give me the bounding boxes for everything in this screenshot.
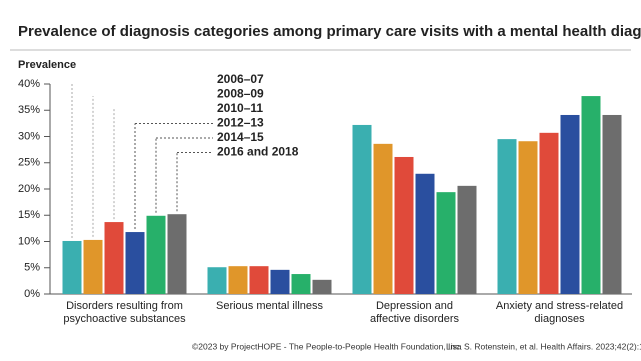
bar bbox=[125, 232, 145, 294]
bar bbox=[352, 124, 372, 294]
x-tick-label: affective disorders bbox=[370, 313, 460, 325]
bar bbox=[207, 267, 227, 294]
bar bbox=[373, 143, 393, 294]
chart-title: Prevalence of diagnosis categories among… bbox=[18, 23, 641, 40]
y-tick-label: 15% bbox=[18, 209, 40, 221]
bar bbox=[291, 274, 311, 294]
bar bbox=[146, 215, 166, 294]
x-tick-label: Depression and bbox=[376, 300, 453, 312]
bar bbox=[560, 114, 580, 294]
bar bbox=[312, 279, 332, 294]
y-tick-label: 20% bbox=[18, 183, 40, 195]
footnote: Lisa S. Rotenstein, et al. Health Affair… bbox=[446, 341, 641, 351]
bar bbox=[581, 96, 601, 294]
footnote: ©2023 by ProjectHOPE - The People-to-Peo… bbox=[192, 341, 462, 351]
bar bbox=[249, 266, 269, 294]
bar bbox=[518, 141, 538, 294]
bar bbox=[436, 192, 456, 294]
legend-label: 2008–09 bbox=[217, 87, 264, 101]
x-tick-label: Anxiety and stress-related bbox=[496, 300, 623, 312]
y-tick-label: 30% bbox=[18, 130, 40, 142]
bar bbox=[104, 222, 124, 294]
bar bbox=[83, 239, 103, 294]
bar bbox=[270, 269, 290, 294]
x-tick-label: psychoactive substances bbox=[63, 313, 186, 325]
bar bbox=[497, 139, 517, 294]
y-tick-label: 40% bbox=[18, 78, 40, 90]
legend-label: 2006–07 bbox=[217, 72, 264, 86]
bar bbox=[539, 132, 559, 294]
y-tick-label: 35% bbox=[18, 104, 40, 116]
bar bbox=[62, 240, 82, 294]
x-tick-label: Disorders resulting from bbox=[66, 300, 183, 312]
legend-label: 2014–15 bbox=[217, 130, 264, 144]
bar bbox=[415, 173, 435, 294]
y-tick-label: 10% bbox=[18, 235, 40, 247]
y-tick-label: 5% bbox=[24, 262, 40, 274]
bar bbox=[167, 214, 187, 294]
legend-label: 2016 and 2018 bbox=[217, 145, 299, 159]
legend-label: 2012–13 bbox=[217, 116, 264, 130]
bar bbox=[457, 185, 477, 294]
legend-label: 2010–11 bbox=[217, 101, 263, 115]
x-tick-label: diagnoses bbox=[534, 313, 585, 325]
y-tick-label: 0% bbox=[24, 288, 40, 300]
bar bbox=[228, 266, 248, 294]
bar bbox=[602, 114, 622, 294]
x-tick-label: Serious mental illness bbox=[216, 300, 323, 312]
bar bbox=[394, 156, 414, 294]
y-axis-label: Prevalence bbox=[18, 59, 76, 71]
y-tick-label: 25% bbox=[18, 157, 40, 169]
